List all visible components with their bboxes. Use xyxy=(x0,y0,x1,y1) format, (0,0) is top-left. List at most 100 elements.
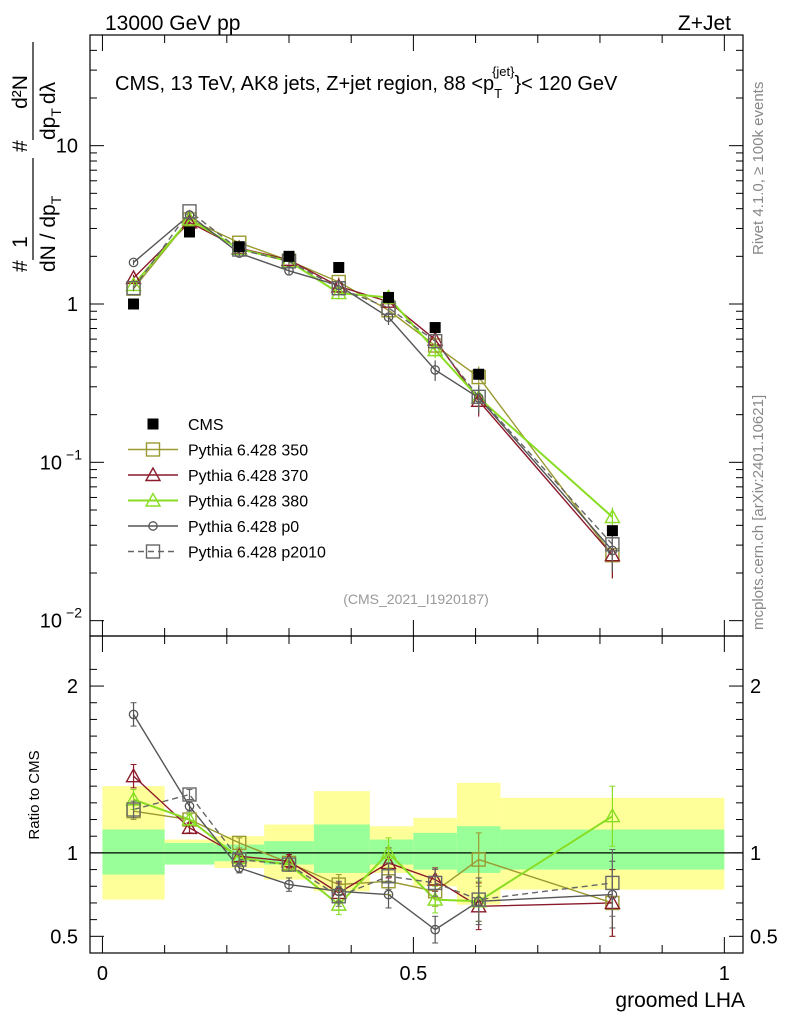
ylabel-frac1-den-main: dN / dp xyxy=(37,204,60,272)
legend-label-cms: CMS xyxy=(188,417,224,434)
main-point-p380 xyxy=(181,211,198,226)
title-p: p xyxy=(483,73,494,95)
ratio-point-p0 xyxy=(284,879,294,890)
main-point-cms xyxy=(383,291,395,303)
main-point-cms xyxy=(184,226,196,238)
legend-label-p350: Pythia 6.428 350 xyxy=(188,443,308,460)
ratio-point-p370 xyxy=(125,767,142,783)
ratio-point-p2010 xyxy=(126,802,141,817)
ratio-y-axis-label: Ratio to CMS xyxy=(26,750,43,839)
ratio-band-inner xyxy=(164,842,215,865)
ratio-point-p380 xyxy=(426,891,444,906)
ratio-point-p0 xyxy=(383,889,394,900)
ylabel-frac2-den-sub: T xyxy=(48,108,64,117)
title-suffix: }< 120 GeV xyxy=(515,73,619,95)
chart-title: CMS, 13 TeV, AK8 jets, Z+jet region, 88 … xyxy=(115,64,618,101)
main-point-cms xyxy=(473,368,485,380)
ylabel-frac2-den-main: dp xyxy=(37,117,60,140)
ratio-y-tick-label-right: 2 xyxy=(750,676,761,698)
ratio-point-p2010 xyxy=(427,875,443,891)
ratio-point-p2010 xyxy=(381,869,396,884)
x-tick-label: 1 xyxy=(719,963,730,985)
ylabel-hash-2: # xyxy=(9,140,32,152)
ratio-band-inner xyxy=(102,829,165,875)
main-point-cms xyxy=(283,250,295,262)
y-tick-label: 10 xyxy=(40,452,62,474)
ratio-y-tick-label-left: 1 xyxy=(67,843,78,865)
ratio-point-p380 xyxy=(330,896,347,911)
ratio-point-p2010 xyxy=(471,892,486,907)
ratio-line-p2010 xyxy=(133,793,613,901)
main-point-p2010 xyxy=(331,281,346,296)
title-prefix: CMS, 13 TeV, AK8 jets, Z+jet region, 88 … xyxy=(115,73,483,95)
main-point-p2010 xyxy=(427,333,443,349)
ratio-y-tick-label-left: 2 xyxy=(67,676,78,698)
x-axis-label: groomed LHA xyxy=(615,989,745,1012)
ratio-point-p380 xyxy=(380,844,397,860)
legend-marker-cms xyxy=(147,418,159,430)
ratio-point-p2010 xyxy=(281,857,297,872)
ratio-point-p2010 xyxy=(331,889,346,904)
y-tick-label: 10 xyxy=(56,136,78,158)
header-process-label: Z+Jet xyxy=(678,12,731,35)
ratio-y-tick-label-left: 0.5 xyxy=(50,926,78,948)
ratio-point-p0 xyxy=(128,709,139,720)
ylabel-frac2-den-tail: dλ xyxy=(37,81,60,104)
header-energy-label: 13000 GeV pp xyxy=(105,12,240,35)
x-tick-label: 0.5 xyxy=(399,963,427,985)
legend-marker-p2010 xyxy=(145,544,161,559)
y-tick-label-exponent: −1 xyxy=(66,446,82,462)
legend-label-p2010: Pythia 6.428 p2010 xyxy=(188,545,326,562)
y-tick-label: 10 xyxy=(40,611,62,633)
mcplots-label: mcplots.cern.ch [arXiv:2401.10621] xyxy=(750,395,767,630)
main-point-p0 xyxy=(128,257,139,268)
ratio-point-p380 xyxy=(604,807,621,823)
ratio-y-tick-label-right: 1 xyxy=(750,843,761,865)
legend-marker-p0 xyxy=(148,521,158,531)
main-point-p0 xyxy=(284,265,294,276)
ratio-point-p2010 xyxy=(605,875,620,891)
ylabel-hash: # xyxy=(9,260,32,272)
main-point-p0 xyxy=(430,365,441,375)
title-sup: {jet} xyxy=(492,64,515,79)
main-point-p2010 xyxy=(605,537,620,552)
ratio-point-p380 xyxy=(181,811,198,826)
ratio-band-inner xyxy=(413,832,457,870)
ylabel-frac2-den: dpTdλ xyxy=(37,81,64,140)
ratio-point-p0 xyxy=(184,801,195,812)
main-point-cms xyxy=(333,262,345,274)
y-tick-label-exponent: −2 xyxy=(66,605,82,621)
rivet-version-label: Rivet 4.1.0, ≥ 100k events xyxy=(750,82,767,255)
ylabel-frac1-den: dN / dpT xyxy=(37,195,64,272)
ratio-band-inner xyxy=(313,824,370,873)
ratio-point-p350 xyxy=(471,852,486,867)
y-tick-label: 1 xyxy=(67,294,78,316)
ratio-point-p2010 xyxy=(232,852,247,867)
legend-marker-p350 xyxy=(145,442,161,457)
main-point-cms xyxy=(128,298,140,310)
main-point-p2010 xyxy=(126,280,141,296)
ratio-panel: 0 0.5 1 0.5 0.5 1 1 2 2 xyxy=(50,635,778,985)
main-point-p380 xyxy=(330,284,347,300)
legend-label-p370: Pythia 6.428 370 xyxy=(188,468,308,485)
ratio-point-p2010 xyxy=(182,787,197,802)
main-point-p2010 xyxy=(471,389,486,405)
main-y-axis-label: # 1 dN / dpT # d²N dpTdλ xyxy=(9,42,64,272)
legend: CMS Pythia 6.428 350 Pythia 6.428 370 Pythi… xyxy=(128,417,326,562)
main-point-cms xyxy=(606,525,618,537)
title-sub: T xyxy=(494,86,502,101)
analysis-tag: (CMS_2021_I1920187) xyxy=(343,591,489,607)
main-point-cms xyxy=(233,241,245,253)
main-point-p380 xyxy=(604,508,621,524)
ratio-point-p0 xyxy=(430,924,441,935)
ylabel-frac1-den-sub: T xyxy=(48,195,64,204)
ratio-point-p370 xyxy=(181,819,198,835)
main-point-p2010 xyxy=(182,204,197,219)
ylabel-frac2-num: d²N xyxy=(9,75,32,109)
main-point-p380 xyxy=(426,341,444,357)
legend-marker-p380 xyxy=(144,492,162,507)
x-tick-label: 0 xyxy=(97,963,108,985)
legend-label-p0: Pythia 6.428 p0 xyxy=(188,519,299,536)
